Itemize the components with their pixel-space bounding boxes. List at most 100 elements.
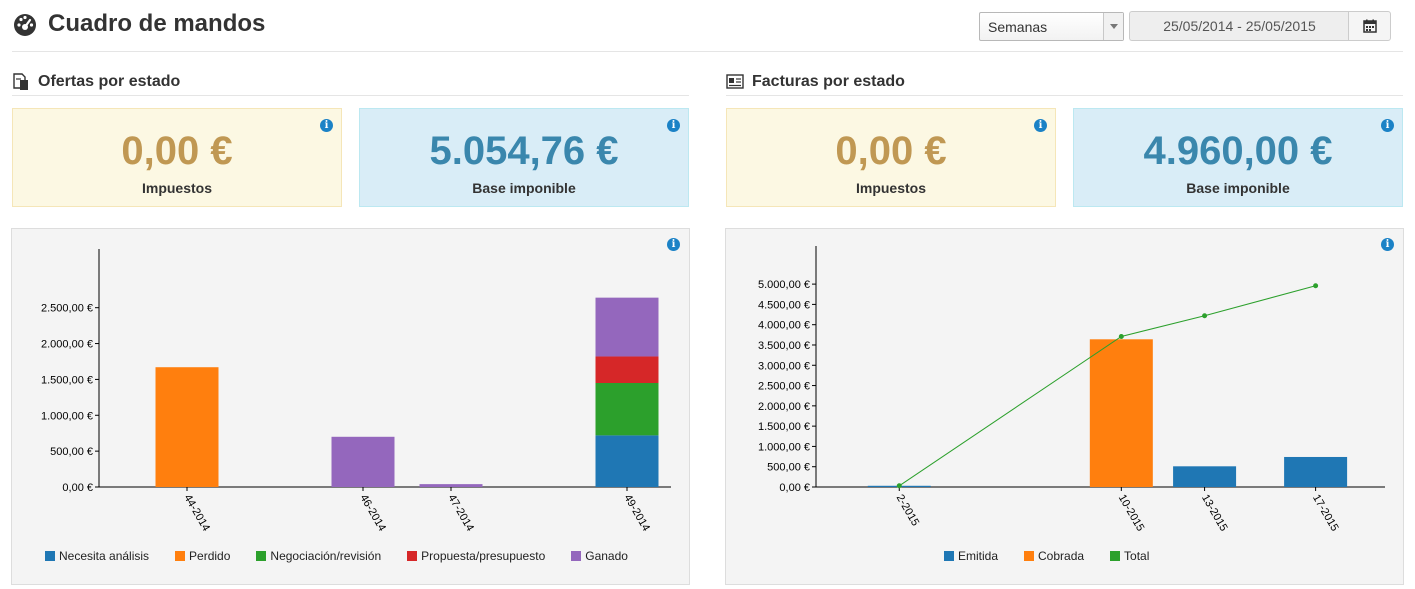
invoices-chart-y-tick-label: 5.000,00 € xyxy=(758,279,810,291)
offers-chart-panel: i 0,00 € 500,00 € 1.000,00 € 1.500,00 € 2.00… xyxy=(11,228,690,585)
invoices-chart-y-tick-label: 4.500,00 € xyxy=(758,299,810,311)
offers-tax-box: 0,00 € Impuestos i xyxy=(12,108,342,207)
offers-chart: 0,00 € 500,00 € 1.000,00 € 1.500,00 € 2.000,… xyxy=(41,249,671,534)
invoices-chart-x-tick-label: 10-2015 xyxy=(1116,493,1147,534)
legend-swatch xyxy=(175,551,186,561)
offers-chart-y-tick-label: 500,00 € xyxy=(50,446,93,458)
invoices-chart-x-tick-label: 13-2015 xyxy=(1199,493,1230,534)
invoices-chart-y-tick-label: 500,00 € xyxy=(767,462,810,474)
offers-chart-y-tick-label: 1.500,00 € xyxy=(41,374,93,386)
invoices-title: Facturas por estado xyxy=(752,72,905,90)
offers-tax-label: Impuestos xyxy=(141,180,212,196)
calendar-icon xyxy=(1362,19,1377,33)
legend-item[interactable]: Emitida xyxy=(944,549,998,563)
legend-label: Total xyxy=(1124,549,1150,563)
legend-swatch xyxy=(944,551,954,561)
offers-chart-y-tick-label: 2.500,00 € xyxy=(41,303,93,315)
info-icon[interactable]: i xyxy=(1381,238,1394,251)
offers-chart-x-tick-label: 46-2014 xyxy=(357,493,388,534)
offers-chart-x-tick-label: 47-2014 xyxy=(445,493,476,534)
offers-tax-value: 0,00 € xyxy=(121,129,233,173)
offers-chart-y-tick-label: 2.000,00 € xyxy=(41,339,93,351)
info-icon[interactable]: i xyxy=(667,238,680,251)
legend-item[interactable]: Necesita análisis xyxy=(45,549,149,563)
invoices-chart: 0,00 € 500,00 € 1.000,00 € 1.500,00 € 2.000,… xyxy=(758,246,1385,534)
invoices-chart-y-tick-label: 3.000,00 € xyxy=(758,360,810,372)
offers-base-label: Base imponible xyxy=(472,180,576,196)
offers-chart-bar xyxy=(595,356,659,383)
invoices-tax-value: 0,00 € xyxy=(835,129,947,173)
offers-chart-y-tick-label: 0,00 € xyxy=(62,482,93,494)
invoices-chart-y-tick-label: 4.000,00 € xyxy=(758,320,810,332)
invoices-chart-y-tick-label: 1.500,00 € xyxy=(758,421,810,433)
documents-icon xyxy=(13,72,28,90)
offers-chart-y-tick-label: 1.000,00 € xyxy=(41,410,93,422)
legend-label: Emitida xyxy=(958,549,999,563)
invoices-chart-y-tick-label: 2.000,00 € xyxy=(758,401,810,413)
legend-label: Perdido xyxy=(189,549,231,563)
legend-item[interactable]: Total xyxy=(1110,549,1149,563)
period-select-value: Semanas xyxy=(988,18,1048,35)
legend-item[interactable]: Propuesta/presupuesto xyxy=(407,549,545,563)
chevron-down-icon[interactable] xyxy=(1103,13,1123,40)
page-title: Cuadro de mandos xyxy=(12,10,265,38)
invoices-chart-y-tick-label: 1.000,00 € xyxy=(758,441,810,453)
offers-chart-bar xyxy=(595,435,659,487)
invoices-chart-legend: Emitida Cobrada Total xyxy=(944,549,1175,563)
legend-item[interactable]: Cobrada xyxy=(1024,549,1084,563)
offers-chart-x-tick-label: 49-2014 xyxy=(621,493,652,534)
offers-base-box: 5.054,76 € Base imponible i xyxy=(359,108,689,207)
period-select[interactable]: Semanas xyxy=(979,12,1124,41)
info-icon[interactable]: i xyxy=(320,119,333,132)
offers-chart-legend: Necesita análisis Perdido Negociación/revi… xyxy=(45,549,654,563)
legend-swatch xyxy=(1110,551,1121,561)
offers-chart-bar xyxy=(595,297,659,357)
invoices-chart-total-point xyxy=(1202,313,1208,319)
offers-section-title: Ofertas por estado xyxy=(12,68,689,96)
legend-label: Cobrada xyxy=(1038,549,1085,563)
invoices-chart-x-tick-label: 17-2015 xyxy=(1310,493,1341,534)
invoices-section-title: Facturas por estado xyxy=(726,68,1403,96)
legend-item[interactable]: Perdido xyxy=(175,549,230,563)
invoice-card-icon xyxy=(726,73,744,89)
legend-item[interactable]: Ganado xyxy=(571,549,628,563)
invoices-chart-bar xyxy=(1173,466,1237,487)
invoices-chart-total-point xyxy=(1118,333,1124,339)
invoices-chart-y-tick-label: 2.500,00 € xyxy=(758,381,810,393)
invoices-chart-bar xyxy=(1089,339,1153,487)
invoices-base-label: Base imponible xyxy=(1186,180,1290,196)
legend-swatch xyxy=(1024,551,1035,561)
legend-swatch xyxy=(45,551,55,561)
legend-swatch xyxy=(407,551,418,561)
legend-swatch xyxy=(571,551,582,561)
page-title-text: Cuadro de mandos xyxy=(48,10,266,37)
offers-title: Ofertas por estado xyxy=(38,72,181,90)
page-header: Cuadro de mandos xyxy=(12,0,1403,52)
offers-chart-bar xyxy=(595,383,659,436)
offers-chart-bar xyxy=(419,484,483,487)
invoices-chart-total-point xyxy=(896,483,902,489)
legend-label: Necesita análisis xyxy=(59,549,150,563)
info-icon[interactable]: i xyxy=(1381,119,1394,132)
info-icon[interactable]: i xyxy=(667,119,680,132)
invoices-tax-label: Impuestos xyxy=(855,180,926,196)
invoices-base-value: 4.960,00 € xyxy=(1143,129,1333,173)
info-icon[interactable]: i xyxy=(1034,119,1047,132)
invoices-tax-box: 0,00 € Impuestos i xyxy=(726,108,1056,207)
invoices-chart-y-tick-label: 3.500,00 € xyxy=(758,340,810,352)
dashboard-icon xyxy=(14,14,36,36)
invoices-chart-y-tick-label: 0,00 € xyxy=(779,482,810,494)
offers-base-value: 5.054,76 € xyxy=(429,129,619,173)
legend-label: Propuesta/presupuesto xyxy=(421,549,546,563)
invoices-chart-total-point xyxy=(1313,283,1319,289)
offers-chart-x-tick-label: 44-2014 xyxy=(181,493,212,534)
offers-chart-bar xyxy=(331,436,395,487)
date-range-input[interactable]: 25/05/2014 - 25/05/2015 xyxy=(1129,11,1349,41)
invoices-chart-bar xyxy=(1284,456,1348,487)
legend-label: Negociación/revisión xyxy=(270,549,382,563)
offers-chart-bar xyxy=(155,367,219,487)
calendar-button[interactable] xyxy=(1348,11,1391,41)
invoices-chart-total-line xyxy=(898,285,1316,487)
legend-item[interactable]: Negociación/revisión xyxy=(256,549,381,563)
legend-label: Ganado xyxy=(585,549,628,563)
